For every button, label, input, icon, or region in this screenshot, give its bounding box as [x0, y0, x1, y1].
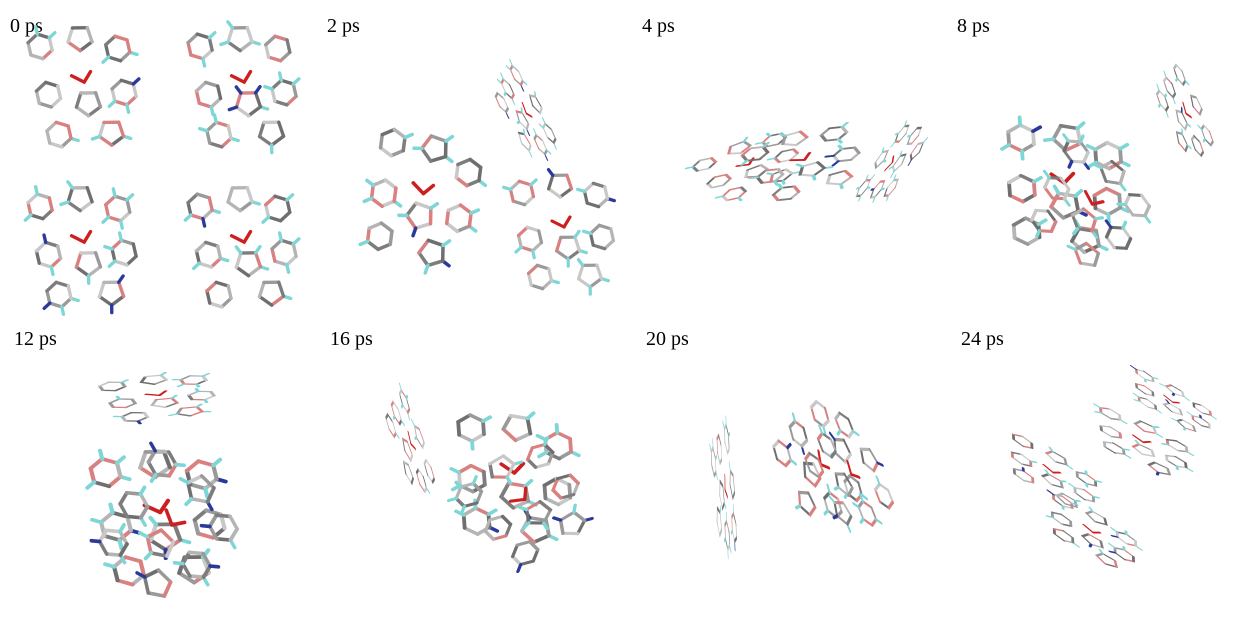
bond — [36, 27, 38, 34]
bond — [724, 539, 725, 541]
bond — [117, 396, 119, 399]
bond — [1173, 394, 1174, 396]
bond — [61, 202, 68, 204]
bond — [229, 107, 236, 109]
bond — [1199, 415, 1201, 417]
bond — [138, 421, 140, 424]
bond — [834, 516, 837, 518]
bond — [196, 389, 198, 392]
bond — [1176, 466, 1178, 469]
bond — [715, 457, 716, 459]
bond — [105, 564, 114, 566]
bond — [401, 405, 403, 407]
bond — [1085, 471, 1088, 474]
panel-label: 8 ps — [957, 15, 990, 37]
bond — [1125, 531, 1128, 534]
bond — [203, 59, 205, 66]
bond — [731, 531, 732, 533]
bond — [205, 400, 207, 403]
bond — [1018, 117, 1021, 125]
bond — [1085, 484, 1088, 487]
bond — [1184, 428, 1185, 430]
bond — [1123, 547, 1126, 550]
bond — [203, 219, 205, 226]
bond — [36, 187, 38, 194]
bond — [100, 451, 102, 459]
bond — [280, 73, 282, 80]
panel-label: 2 ps — [327, 15, 360, 37]
panel-label: 20 ps — [646, 328, 689, 350]
bond — [205, 489, 207, 497]
bond — [1157, 472, 1158, 474]
bond — [884, 160, 886, 161]
panel-label: 16 ps — [330, 328, 373, 350]
bond — [871, 188, 873, 190]
bond — [115, 416, 123, 417]
figure: 0 ps 2 ps 4 ps 8 ps 12 ps 16 ps 20 ps 24… — [0, 0, 1243, 628]
bond — [1021, 151, 1024, 159]
bond — [517, 122, 519, 123]
bond — [121, 221, 123, 228]
bond — [555, 425, 558, 433]
bond — [1144, 379, 1146, 381]
bond — [504, 93, 507, 95]
bond — [908, 135, 910, 137]
panel-label: 24 ps — [961, 328, 1004, 350]
bond — [105, 247, 112, 249]
panel-label: 4 ps — [642, 15, 675, 37]
bond — [127, 105, 129, 112]
bond — [857, 187, 859, 189]
bond — [200, 129, 207, 131]
bond — [1164, 95, 1167, 97]
bond — [1158, 104, 1161, 106]
bond — [62, 307, 64, 314]
bond — [120, 233, 122, 240]
bond — [896, 133, 898, 135]
bond — [215, 115, 217, 122]
bond — [280, 233, 282, 240]
bond — [211, 107, 213, 114]
bond — [814, 176, 815, 180]
bond — [796, 506, 800, 508]
bond — [533, 251, 535, 258]
bond — [1090, 544, 1091, 546]
bond — [119, 540, 121, 548]
bond — [113, 189, 115, 196]
bond — [406, 396, 408, 398]
bond — [1203, 139, 1206, 141]
background — [0, 0, 1243, 628]
bond — [783, 181, 784, 184]
bond — [1045, 138, 1053, 142]
bond — [51, 267, 53, 274]
bond — [728, 434, 729, 436]
bond — [1175, 78, 1178, 80]
panel-label: 12 ps — [14, 328, 57, 350]
bond — [92, 520, 101, 522]
bond — [867, 187, 869, 189]
bond — [393, 417, 395, 419]
bond — [471, 441, 474, 449]
bond — [265, 87, 272, 89]
bond — [578, 189, 585, 191]
bond — [882, 188, 884, 190]
bond — [92, 137, 99, 139]
bond — [584, 231, 591, 233]
bond — [173, 379, 181, 380]
bond — [197, 384, 199, 387]
bond — [44, 235, 46, 242]
bond — [841, 184, 842, 188]
bond — [415, 438, 417, 439]
bond — [287, 265, 289, 272]
bond — [1022, 468, 1025, 471]
bond — [1062, 506, 1065, 509]
bond — [835, 487, 838, 489]
bond — [110, 504, 112, 512]
bond — [504, 187, 511, 189]
bond — [221, 42, 228, 44]
